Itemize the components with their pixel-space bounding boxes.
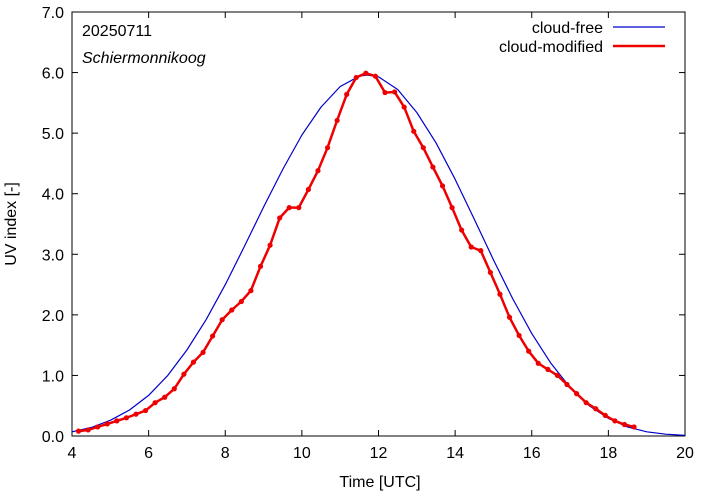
data-point-cloud-modified xyxy=(133,411,139,417)
data-point-cloud-modified xyxy=(324,145,331,151)
location-annotation: Schiermonnikoog xyxy=(82,50,206,67)
series-line-cloud-modified xyxy=(78,71,635,433)
data-point-cloud-modified xyxy=(468,244,474,250)
data-point-cloud-modified xyxy=(478,248,484,254)
data-point-cloud-modified xyxy=(382,89,388,96)
data-point-cloud-modified xyxy=(104,421,110,427)
x-tick-label: 14 xyxy=(446,445,464,462)
data-point-cloud-modified xyxy=(621,421,628,428)
legend: cloud-free cloud-modified xyxy=(499,20,665,56)
data-point-cloud-modified xyxy=(344,91,350,97)
y-tick-label: 7.0 xyxy=(42,5,64,22)
tick-labels: 4 6 8 10 12 14 16 18 20 0.0 1.0 2.0 3.0 4.0 5.0 6.0 7.0 xyxy=(42,5,694,462)
data-point-cloud-modified xyxy=(190,359,197,365)
data-point-cloud-modified xyxy=(487,269,493,276)
x-tick-label: 4 xyxy=(68,445,77,462)
data-point-cloud-modified xyxy=(372,73,379,79)
data-point-cloud-modified xyxy=(315,168,321,174)
data-point-cloud-modified xyxy=(593,406,599,412)
data-point-cloud-modified xyxy=(219,317,225,323)
y-tick-label: 0.0 xyxy=(42,429,64,446)
data-point-cloud-modified xyxy=(449,205,455,211)
data-point-cloud-modified xyxy=(75,428,82,434)
x-axis-label: Time [UTC] xyxy=(339,474,420,491)
data-point-cloud-modified xyxy=(181,371,187,377)
y-tick-label: 4.0 xyxy=(42,187,64,204)
data-point-cloud-modified xyxy=(334,117,340,124)
data-point-cloud-modified xyxy=(296,205,302,211)
data-point-cloud-modified xyxy=(506,314,513,320)
data-point-cloud-modified xyxy=(95,424,101,430)
data-point-cloud-modified xyxy=(391,89,398,95)
data-point-cloud-modified xyxy=(420,145,426,151)
data-point-cloud-modified xyxy=(229,307,235,313)
data-point-cloud-modified xyxy=(248,288,254,294)
data-point-cloud-modified xyxy=(612,418,618,424)
x-tick-label: 8 xyxy=(221,445,230,462)
data-point-cloud-modified xyxy=(459,227,465,233)
data-point-cloud-modified xyxy=(573,391,580,397)
data-point-cloud-modified xyxy=(554,372,561,379)
data-point-cloud-modified xyxy=(114,418,120,424)
y-axis-label: UV index [-] xyxy=(3,182,20,266)
plot-frame xyxy=(71,11,686,437)
y-tick-label: 3.0 xyxy=(42,247,64,264)
legend-label-cloud-modified: cloud-modified xyxy=(499,39,603,56)
data-point-cloud-modified xyxy=(152,400,158,406)
x-tick-label: 16 xyxy=(523,445,541,462)
data-point-cloud-modified xyxy=(200,349,206,356)
y-tick-label: 5.0 xyxy=(42,126,64,143)
data-point-cloud-modified xyxy=(286,205,292,211)
data-point-cloud-modified xyxy=(210,333,216,339)
x-tick-label: 6 xyxy=(144,445,153,462)
data-point-cloud-modified xyxy=(439,183,446,189)
data-point-cloud-modified xyxy=(85,427,91,433)
data-point-cloud-modified xyxy=(497,291,503,297)
data-point-cloud-modified xyxy=(257,263,264,269)
data-point-cloud-modified xyxy=(305,186,311,193)
legend-label-cloud-free: cloud-free xyxy=(532,20,603,37)
data-point-cloud-modified xyxy=(583,400,589,406)
data-point-cloud-modified xyxy=(411,128,417,134)
data-point-cloud-modified xyxy=(267,242,273,248)
data-point-cloud-modified xyxy=(401,104,407,110)
data-point-cloud-modified xyxy=(545,366,551,372)
data-point-cloud-modified xyxy=(564,381,570,388)
x-tick-label: 12 xyxy=(370,445,388,462)
data-point-cloud-modified xyxy=(526,348,532,354)
data-point-cloud-modified xyxy=(142,407,149,414)
data-point-cloud-modified xyxy=(363,70,369,76)
data-point-cloud-modified xyxy=(277,215,283,221)
y-tick-label: 2.0 xyxy=(42,308,64,325)
data-point-cloud-modified xyxy=(631,424,637,430)
data-point-cloud-modified xyxy=(516,332,522,339)
data-point-cloud-modified xyxy=(430,164,436,170)
data-point-cloud-modified xyxy=(238,298,244,305)
y-tick-label: 6.0 xyxy=(42,66,64,83)
series-group xyxy=(71,70,686,436)
y-tick-label: 1.0 xyxy=(42,368,64,385)
data-point-cloud-modified xyxy=(353,74,359,81)
axis-ticks xyxy=(71,11,686,437)
data-point-cloud-modified xyxy=(123,415,130,421)
data-point-cloud-modified xyxy=(162,394,168,400)
data-point-cloud-modified xyxy=(535,360,541,366)
x-tick-label: 18 xyxy=(599,445,617,462)
x-tick-label: 10 xyxy=(293,445,311,462)
data-point-cloud-modified xyxy=(602,412,608,419)
data-point-cloud-modified xyxy=(171,386,177,392)
series-line-cloud-free xyxy=(71,74,686,436)
x-tick-label: 20 xyxy=(676,445,694,462)
date-annotation: 20250711 xyxy=(82,23,152,40)
